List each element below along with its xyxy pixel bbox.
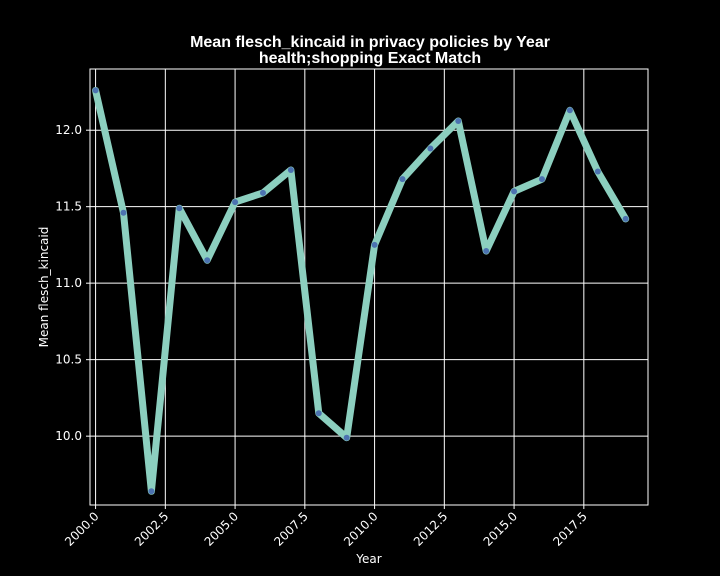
data-point (511, 188, 518, 195)
data-point (594, 168, 601, 175)
y-tick-labels: 10.0 10.5 11.0 11.5 12.0 (55, 123, 82, 443)
y-tick-label: 11.0 (55, 276, 82, 290)
series-line (92, 86, 630, 495)
data-point (120, 209, 127, 216)
y-tick-label: 10.5 (55, 353, 82, 367)
y-tick-label: 11.5 (55, 200, 82, 214)
data-point (287, 166, 294, 173)
data-point (92, 87, 99, 94)
data-point (455, 118, 462, 125)
y-tick-label: 12.0 (55, 123, 82, 137)
data-point (483, 248, 490, 255)
data-point (427, 145, 434, 152)
data-point (343, 434, 350, 441)
data-point (148, 488, 155, 495)
data-point (566, 107, 573, 114)
data-point (204, 257, 211, 264)
grid-lines (86, 69, 648, 509)
plot-frame (89, 68, 649, 506)
data-point (232, 199, 239, 206)
y-tick-label: 10.0 (55, 429, 82, 443)
data-point (315, 410, 322, 417)
y-axis-label: Mean flesch_kincaid (37, 227, 51, 348)
chart-subtitle: health;shopping Exact Match (259, 50, 481, 67)
data-point (259, 189, 266, 196)
x-axis-label: Year (355, 552, 381, 566)
chart-title: Mean flesch_kincaid in privacy policies … (190, 34, 550, 51)
data-point (538, 176, 545, 183)
data-point (622, 215, 629, 222)
data-point (176, 205, 183, 212)
data-point (371, 241, 378, 248)
data-point (399, 176, 406, 183)
series-layer (92, 86, 630, 495)
